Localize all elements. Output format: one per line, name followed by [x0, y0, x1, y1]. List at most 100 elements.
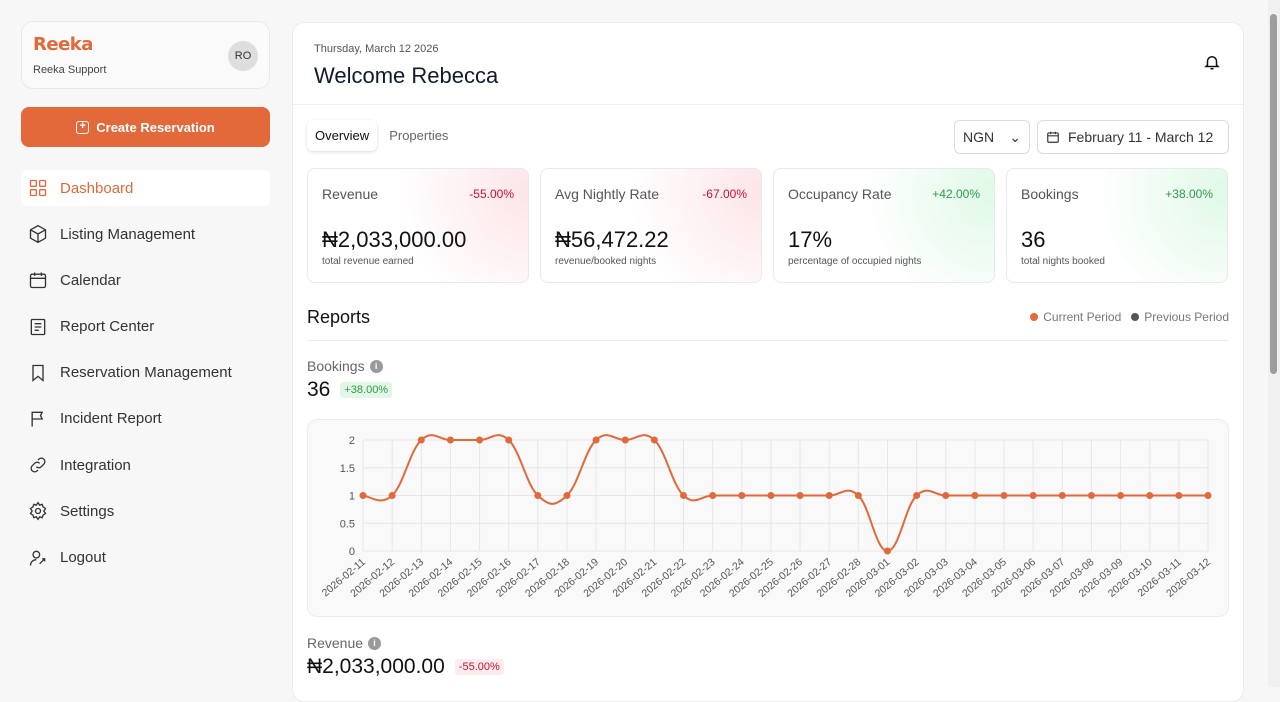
sidebar-item-label: Incident Report [60, 410, 162, 428]
info-icon[interactable]: i [369, 359, 383, 373]
revenue-metric-title: Revenue i [307, 635, 382, 651]
y-tick-label: 0.5 [340, 518, 355, 530]
kpi-value: 36 [1021, 227, 1046, 252]
calendar-icon [29, 272, 47, 289]
y-tick-label: 0 [349, 546, 355, 558]
sidebar-item-label: Settings [60, 502, 115, 520]
legend-current: Current Period [1030, 310, 1121, 324]
y-tick-label: 2 [349, 435, 355, 447]
box-icon [29, 225, 47, 244]
data-point [534, 492, 542, 499]
divider [293, 104, 1243, 105]
sidebar-item-incident-report[interactable]: Incident Report [21, 401, 270, 437]
info-icon[interactable]: i [368, 636, 382, 650]
kpi-title: Revenue [322, 186, 379, 202]
data-point [563, 492, 571, 499]
data-point [1117, 492, 1125, 499]
sidebar-item-integration[interactable]: Integration [21, 447, 270, 483]
date-range-picker[interactable]: February 11 - March 12 [1037, 120, 1229, 154]
data-point [825, 492, 833, 499]
chart-legend: Current Period Previous Period [1030, 310, 1229, 324]
data-point [942, 492, 950, 499]
data-point [971, 492, 979, 499]
tab-properties[interactable]: Properties [389, 128, 449, 143]
sidebar-item-label: Report Center [60, 318, 155, 336]
currency-value: NGN [963, 129, 995, 145]
data-point [709, 492, 717, 499]
data-point [621, 436, 629, 444]
kpi-card-occupancy-rate: Occupancy Rate +42.00% 17% percentage of oc… [773, 168, 995, 283]
create-reservation-label: Create Reservation [96, 119, 215, 135]
data-point [1175, 492, 1183, 499]
logout-icon [29, 550, 46, 566]
bookmark-icon [32, 364, 44, 382]
avatar[interactable]: RO [228, 41, 258, 71]
data-point [417, 436, 425, 444]
data-point [767, 492, 775, 499]
kpi-change: +42.00% [932, 187, 980, 201]
org-name: Reeka Support [33, 64, 107, 76]
sidebar-item-report-center[interactable]: Report Center [21, 309, 270, 345]
bookings-value: 36 [307, 378, 331, 401]
reports-title: Reports [307, 307, 371, 327]
data-point [592, 436, 600, 444]
data-point [1058, 492, 1066, 499]
sidebar-item-label: Reservation Management [60, 364, 232, 382]
bell-icon[interactable] [1203, 53, 1221, 71]
data-point [650, 436, 658, 444]
bookings-metric-title: Bookings i [307, 358, 383, 374]
kpi-title: Occupancy Rate [788, 186, 892, 202]
data-point [388, 492, 396, 499]
kpi-value: ₦2,033,000.00 [322, 227, 467, 252]
data-point [883, 547, 891, 555]
series-line-current [362, 434, 1208, 553]
scrollbar-thumb[interactable] [1270, 14, 1277, 374]
kpi-card-avg-nightly-rate: Avg Nightly Rate -67.00% ₦56,472.22 revenue… [540, 168, 762, 283]
data-point [913, 492, 921, 499]
kpi-change: -67.00% [702, 187, 747, 201]
data-point [680, 492, 688, 499]
tab-overview[interactable]: Overview [307, 120, 378, 151]
bookings-chart: 0 0.5 1 1.5 2 2026-02-11 2026-02-12 2026-02-13 2… [307, 419, 1229, 617]
sidebar-item-label: Integration [60, 456, 131, 474]
sidebar-item-label: Listing Management [60, 225, 196, 243]
sidebar-nav: Dashboard Listing Management Calendar Repor… [21, 170, 270, 586]
bookings-metric: 36 +38.00% [307, 378, 393, 402]
current-date: Thursday, March 12 2026 [314, 43, 439, 55]
data-point [854, 492, 862, 499]
sidebar-item-reservation-management[interactable]: Reservation Management [21, 355, 270, 391]
data-point [505, 436, 513, 444]
sidebar-item-settings[interactable]: Settings [21, 493, 270, 529]
currency-select[interactable]: NGN ⌄ [954, 120, 1030, 154]
y-tick-label: 1 [349, 491, 355, 503]
chevron-down-icon: ⌄ [1009, 128, 1021, 145]
sidebar-item-calendar[interactable]: Calendar [21, 262, 270, 298]
data-point [738, 492, 746, 499]
create-reservation-button[interactable]: + Create Reservation [21, 107, 270, 147]
data-point [1087, 492, 1095, 499]
sidebar-item-logout[interactable]: Logout [21, 540, 270, 576]
y-tick-label: 1.5 [340, 463, 355, 475]
scrollbar[interactable] [1268, 0, 1280, 687]
kpi-subtitle: revenue/booked nights [555, 256, 657, 267]
kpi-subtitle: total nights booked [1021, 256, 1105, 267]
data-point [1204, 492, 1212, 499]
calendar-icon [1047, 131, 1059, 143]
flag-icon [31, 411, 44, 427]
revenue-value: ₦2,033,000.00 [307, 655, 445, 678]
data-point [1146, 492, 1154, 499]
bookings-chart-svg: 00.511.522026-02-112026-02-122026-02-132… [320, 434, 1213, 600]
sidebar-item-listing-management[interactable]: Listing Management [21, 216, 270, 252]
reeka-logo: Reeka [33, 34, 93, 55]
main-panel: Thursday, March 12 2026 Welcome Rebecca … [292, 22, 1244, 702]
legend-previous: Previous Period [1131, 310, 1229, 324]
data-point [446, 436, 454, 444]
page-title: Welcome Rebecca [314, 63, 499, 88]
kpi-change: +38.00% [1165, 187, 1213, 201]
sidebar-item-dashboard[interactable]: Dashboard [21, 170, 270, 206]
data-point [1029, 492, 1037, 499]
sidebar-item-label: Logout [60, 549, 106, 566]
kpi-title: Avg Nightly Rate [555, 186, 660, 202]
sidebar-item-label: Calendar [60, 271, 121, 289]
gear-icon [29, 501, 47, 521]
